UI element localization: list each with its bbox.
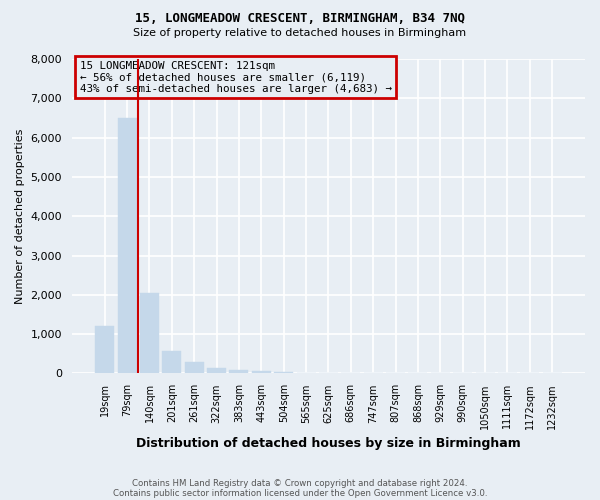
Bar bbox=[252, 372, 271, 374]
Text: Contains public sector information licensed under the Open Government Licence v3: Contains public sector information licen… bbox=[113, 488, 487, 498]
Bar bbox=[229, 370, 248, 374]
Text: 15 LONGMEADOW CRESCENT: 121sqm
← 56% of detached houses are smaller (6,119)
43% : 15 LONGMEADOW CRESCENT: 121sqm ← 56% of … bbox=[80, 60, 392, 94]
Bar bbox=[118, 118, 137, 374]
Bar bbox=[185, 362, 204, 374]
Y-axis label: Number of detached properties: Number of detached properties bbox=[15, 128, 25, 304]
Bar bbox=[207, 368, 226, 374]
Bar bbox=[296, 372, 316, 374]
X-axis label: Distribution of detached houses by size in Birmingham: Distribution of detached houses by size … bbox=[136, 437, 521, 450]
Bar bbox=[163, 350, 181, 374]
Bar bbox=[140, 293, 159, 374]
Text: 15, LONGMEADOW CRESCENT, BIRMINGHAM, B34 7NQ: 15, LONGMEADOW CRESCENT, BIRMINGHAM, B34… bbox=[135, 12, 465, 26]
Text: Size of property relative to detached houses in Birmingham: Size of property relative to detached ho… bbox=[133, 28, 467, 38]
Bar bbox=[274, 372, 293, 374]
Bar bbox=[95, 326, 114, 374]
Text: Contains HM Land Registry data © Crown copyright and database right 2024.: Contains HM Land Registry data © Crown c… bbox=[132, 478, 468, 488]
